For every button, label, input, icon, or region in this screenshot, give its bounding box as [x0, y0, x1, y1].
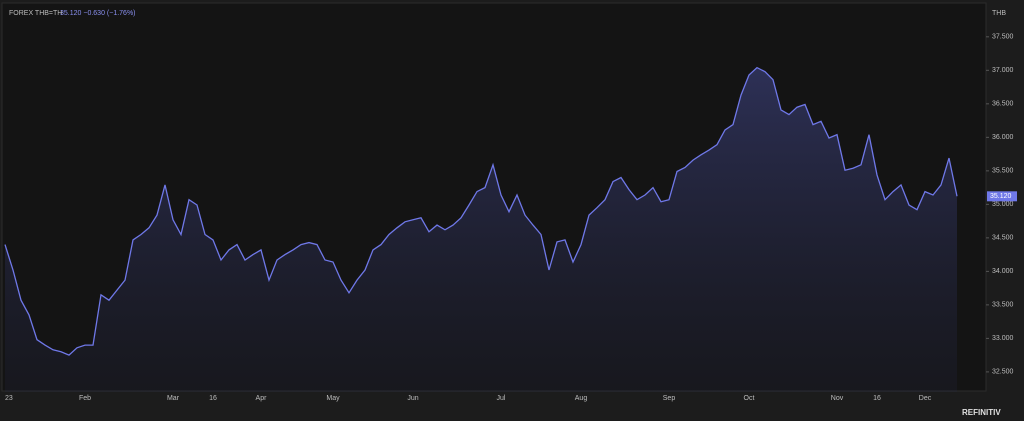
line: [4, 66, 958, 356]
x-tick-label: Jul: [497, 395, 506, 402]
y-axis-label: THB: [992, 10, 1006, 17]
y-tick-label: 37.500: [992, 34, 1014, 41]
brand: REFINITIV: [962, 408, 1001, 417]
x-tick-label: May: [326, 395, 340, 402]
last-value-tag: [987, 191, 1017, 202]
x-tick-label: Aug: [575, 395, 588, 402]
x-tick-label: Oct: [744, 395, 755, 402]
x-tick-label: Nov: [831, 395, 844, 402]
y-tick-label: 37.000: [992, 67, 1014, 74]
y-tick-label: 34.000: [992, 268, 1014, 275]
x-tick-label: 16: [209, 395, 217, 402]
y-tick-label: 35.000: [992, 201, 1014, 208]
y-tick-label: 36.000: [992, 134, 1014, 141]
x-tick-label: Mar: [167, 395, 180, 402]
y-tick-label: 33.000: [992, 335, 1014, 342]
x-tick-label: Sep: [663, 395, 676, 402]
chart-title: FOREX THB=TH: [9, 10, 62, 17]
y-tick-label: 35.500: [992, 168, 1014, 175]
y-tick-label: 32.500: [992, 369, 1014, 376]
y-tick-label: 34.500: [992, 235, 1014, 242]
x-tick-label: Feb: [79, 395, 91, 402]
x-tick-label: 23: [5, 395, 13, 402]
x-tick-label: Dec: [919, 395, 932, 402]
x-tick-label: Jun: [407, 395, 418, 402]
x-tick-label: 16: [873, 395, 881, 402]
x-tick-label: Apr: [256, 395, 268, 402]
y-tick-label: 33.500: [992, 302, 1014, 309]
last-value-label: 35.120: [990, 193, 1012, 200]
y-tick-label: 36.500: [992, 101, 1014, 108]
chart-subtitle: 35.120 −0.630 (−1.76%): [60, 10, 136, 17]
area: [5, 67, 957, 392]
